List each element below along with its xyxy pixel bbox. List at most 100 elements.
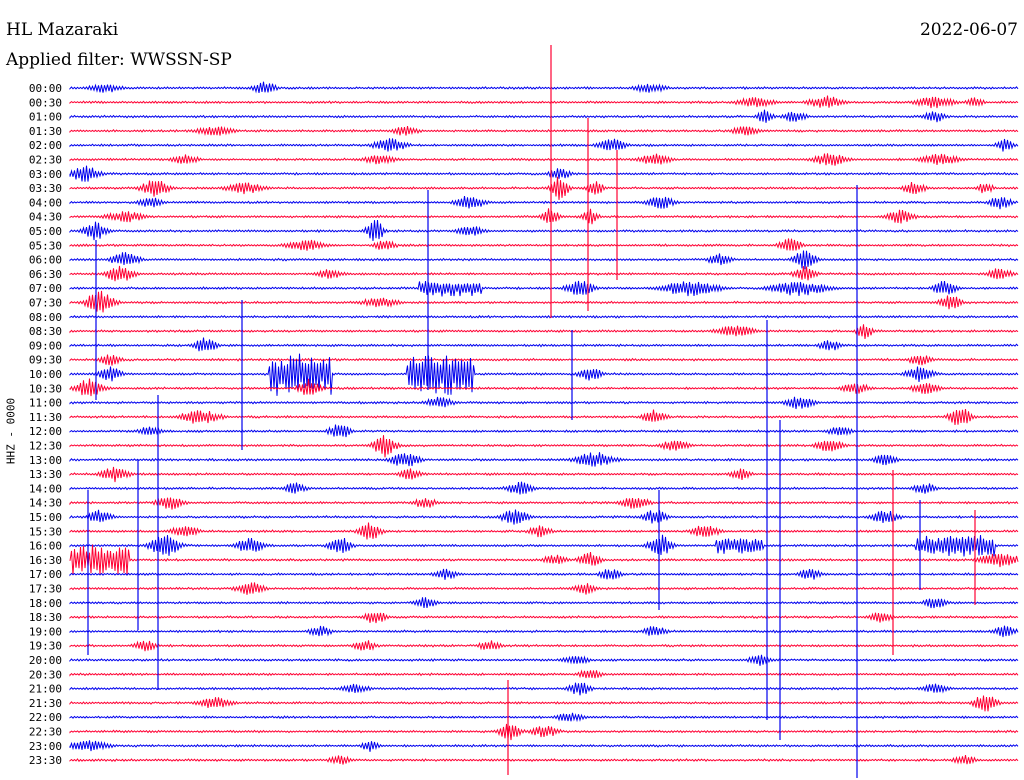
trace-line <box>69 95 1019 109</box>
time-label: 16:30 <box>29 554 62 567</box>
trace-line <box>69 466 1019 483</box>
trace-line <box>69 265 1019 282</box>
trace-line <box>69 153 1019 166</box>
record-date: 2022-06-07 <box>919 20 1018 40</box>
time-label: 07:30 <box>29 297 62 310</box>
time-label: 14:30 <box>29 497 62 510</box>
trace-line <box>69 534 1019 557</box>
trace-line <box>69 138 1019 152</box>
trace-line <box>69 544 1019 576</box>
time-label: 01:30 <box>29 125 62 138</box>
trace-line <box>69 654 1019 666</box>
time-label: 18:30 <box>29 611 62 624</box>
time-label: 00:30 <box>29 96 62 109</box>
trace-line <box>69 196 1019 210</box>
time-label: 12:00 <box>29 425 62 438</box>
trace-line <box>69 625 1019 638</box>
trace-line <box>69 81 1019 94</box>
trace-line <box>69 176 1019 200</box>
trace-line <box>69 509 1019 525</box>
time-label: 16:00 <box>29 540 62 553</box>
time-label: 22:30 <box>29 726 62 739</box>
time-label: 09:30 <box>29 354 62 367</box>
trace-line <box>69 435 1019 458</box>
time-label: 03:00 <box>29 168 62 181</box>
time-label: 21:30 <box>29 697 62 710</box>
trace-line <box>69 712 1019 723</box>
trace-line <box>69 324 1019 340</box>
trace-line <box>69 208 1019 225</box>
time-label: 22:00 <box>29 711 62 724</box>
trace-line <box>69 612 1019 624</box>
time-label: 04:00 <box>29 196 62 209</box>
time-label: 06:00 <box>29 254 62 267</box>
trace-line <box>69 497 1019 510</box>
time-label: 08:00 <box>29 311 62 324</box>
time-label: 06:30 <box>29 268 62 281</box>
time-label: 11:00 <box>29 397 62 410</box>
time-label: 09:00 <box>29 339 62 352</box>
trace-line <box>69 424 1019 438</box>
time-label: 12:30 <box>29 440 62 453</box>
time-label: 01:00 <box>29 111 62 124</box>
trace-line <box>69 723 1019 741</box>
time-label: 23:30 <box>29 754 62 767</box>
trace-line <box>69 597 1019 609</box>
trace-line <box>69 238 1019 251</box>
time-label: 17:30 <box>29 583 62 596</box>
trace-line <box>69 582 1019 595</box>
trace-line <box>69 669 1019 679</box>
trace-line <box>69 165 1019 182</box>
trace-line <box>69 409 1019 425</box>
trace-line <box>69 755 1019 765</box>
time-label: 23:00 <box>29 740 62 753</box>
trace-line <box>69 378 1019 397</box>
trace-line <box>69 126 1019 137</box>
time-label: 05:30 <box>29 239 62 252</box>
time-label: 15:00 <box>29 511 62 524</box>
time-label: 10:30 <box>29 382 62 395</box>
trace-line <box>69 314 1019 319</box>
trace-line <box>69 452 1019 467</box>
trace-line <box>69 280 1019 297</box>
trace-line <box>69 568 1019 580</box>
station-name: HL Mazaraki <box>6 20 119 40</box>
time-label: 08:30 <box>29 325 62 338</box>
time-label: 05:00 <box>29 225 62 238</box>
time-label: 02:00 <box>29 139 62 152</box>
trace-line <box>69 740 1019 752</box>
time-label: 02:30 <box>29 154 62 167</box>
time-label: 03:30 <box>29 182 62 195</box>
time-label: 19:00 <box>29 625 62 638</box>
time-label: 10:00 <box>29 368 62 381</box>
time-label: 17:00 <box>29 568 62 581</box>
trace-line <box>69 337 1019 352</box>
time-label: 04:30 <box>29 211 62 224</box>
time-label: 20:00 <box>29 654 62 667</box>
trace-line <box>69 522 1019 540</box>
trace-line <box>69 250 1019 270</box>
trace-line <box>69 481 1019 495</box>
trace-line <box>69 290 1019 313</box>
trace-line <box>69 396 1019 410</box>
time-label: 07:00 <box>29 282 62 295</box>
trace-line <box>69 695 1019 712</box>
trace-line <box>69 353 1019 396</box>
time-label: 13:30 <box>29 468 62 481</box>
time-label: 14:00 <box>29 482 62 495</box>
trace-line <box>69 354 1019 366</box>
time-label: 15:30 <box>29 525 62 538</box>
time-label: 13:00 <box>29 454 62 467</box>
time-label: 11:30 <box>29 411 62 424</box>
time-label: 18:00 <box>29 597 62 610</box>
trace-line <box>69 682 1019 696</box>
time-label: 00:00 <box>29 82 62 95</box>
time-label: 21:00 <box>29 683 62 696</box>
trace-line <box>69 109 1019 123</box>
trace-line <box>69 640 1019 652</box>
time-label: 20:30 <box>29 668 62 681</box>
trace-line <box>69 219 1019 241</box>
applied-filter-label: Applied filter: WWSSN-SP <box>6 50 232 70</box>
time-label: 19:30 <box>29 640 62 653</box>
